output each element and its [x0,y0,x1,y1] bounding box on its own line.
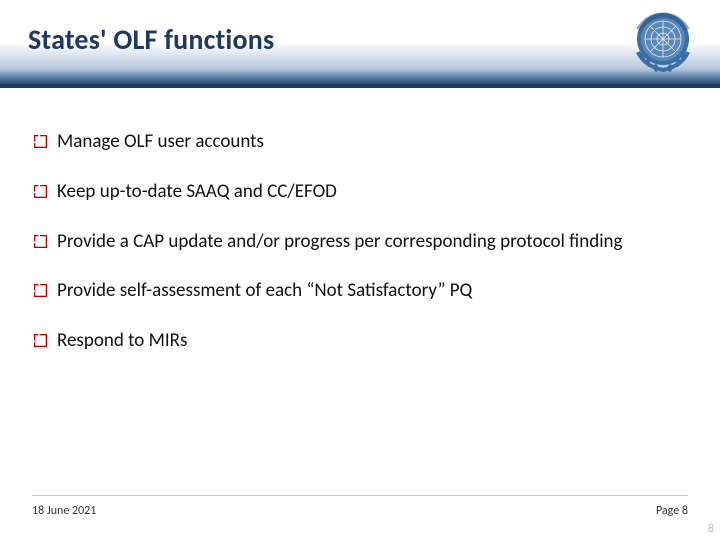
checkbox-bullet-icon [34,334,47,347]
checkbox-bullet-icon [34,284,47,297]
list-item-text: Provide a CAP update and/or progress per… [57,230,686,254]
footer-date: 18 June 2021 [32,504,96,518]
header-band: States' OLF functions [0,0,720,84]
checkbox-bullet-icon [34,135,47,148]
list-item-text: Respond to MIRs [57,329,686,353]
footer: 18 June 2021 Page 8 [0,495,720,518]
corner-slide-number: 8 [708,522,714,536]
list-item-text: Keep up-to-date SAAQ and CC/EFOD [57,180,686,204]
list-item: Provide a CAP update and/or progress per… [34,230,686,254]
footer-page-label: Page 8 [656,504,688,518]
list-item-text: Manage OLF user accounts [57,130,686,154]
list-item: Manage OLF user accounts [34,130,686,154]
content-area: Manage OLF user accounts Keep up-to-date… [0,88,720,353]
checkbox-bullet-icon [34,185,47,198]
icao-logo-icon [624,6,702,76]
list-item: Provide self-assessment of each “Not Sat… [34,279,686,303]
footer-divider [32,495,688,496]
list-item: Respond to MIRs [34,329,686,353]
list-item: Keep up-to-date SAAQ and CC/EFOD [34,180,686,204]
slide-title: States' OLF functions [28,22,274,57]
checkbox-bullet-icon [34,235,47,248]
list-item-text: Provide self-assessment of each “Not Sat… [57,279,686,303]
footer-row: 18 June 2021 Page 8 [32,504,688,518]
